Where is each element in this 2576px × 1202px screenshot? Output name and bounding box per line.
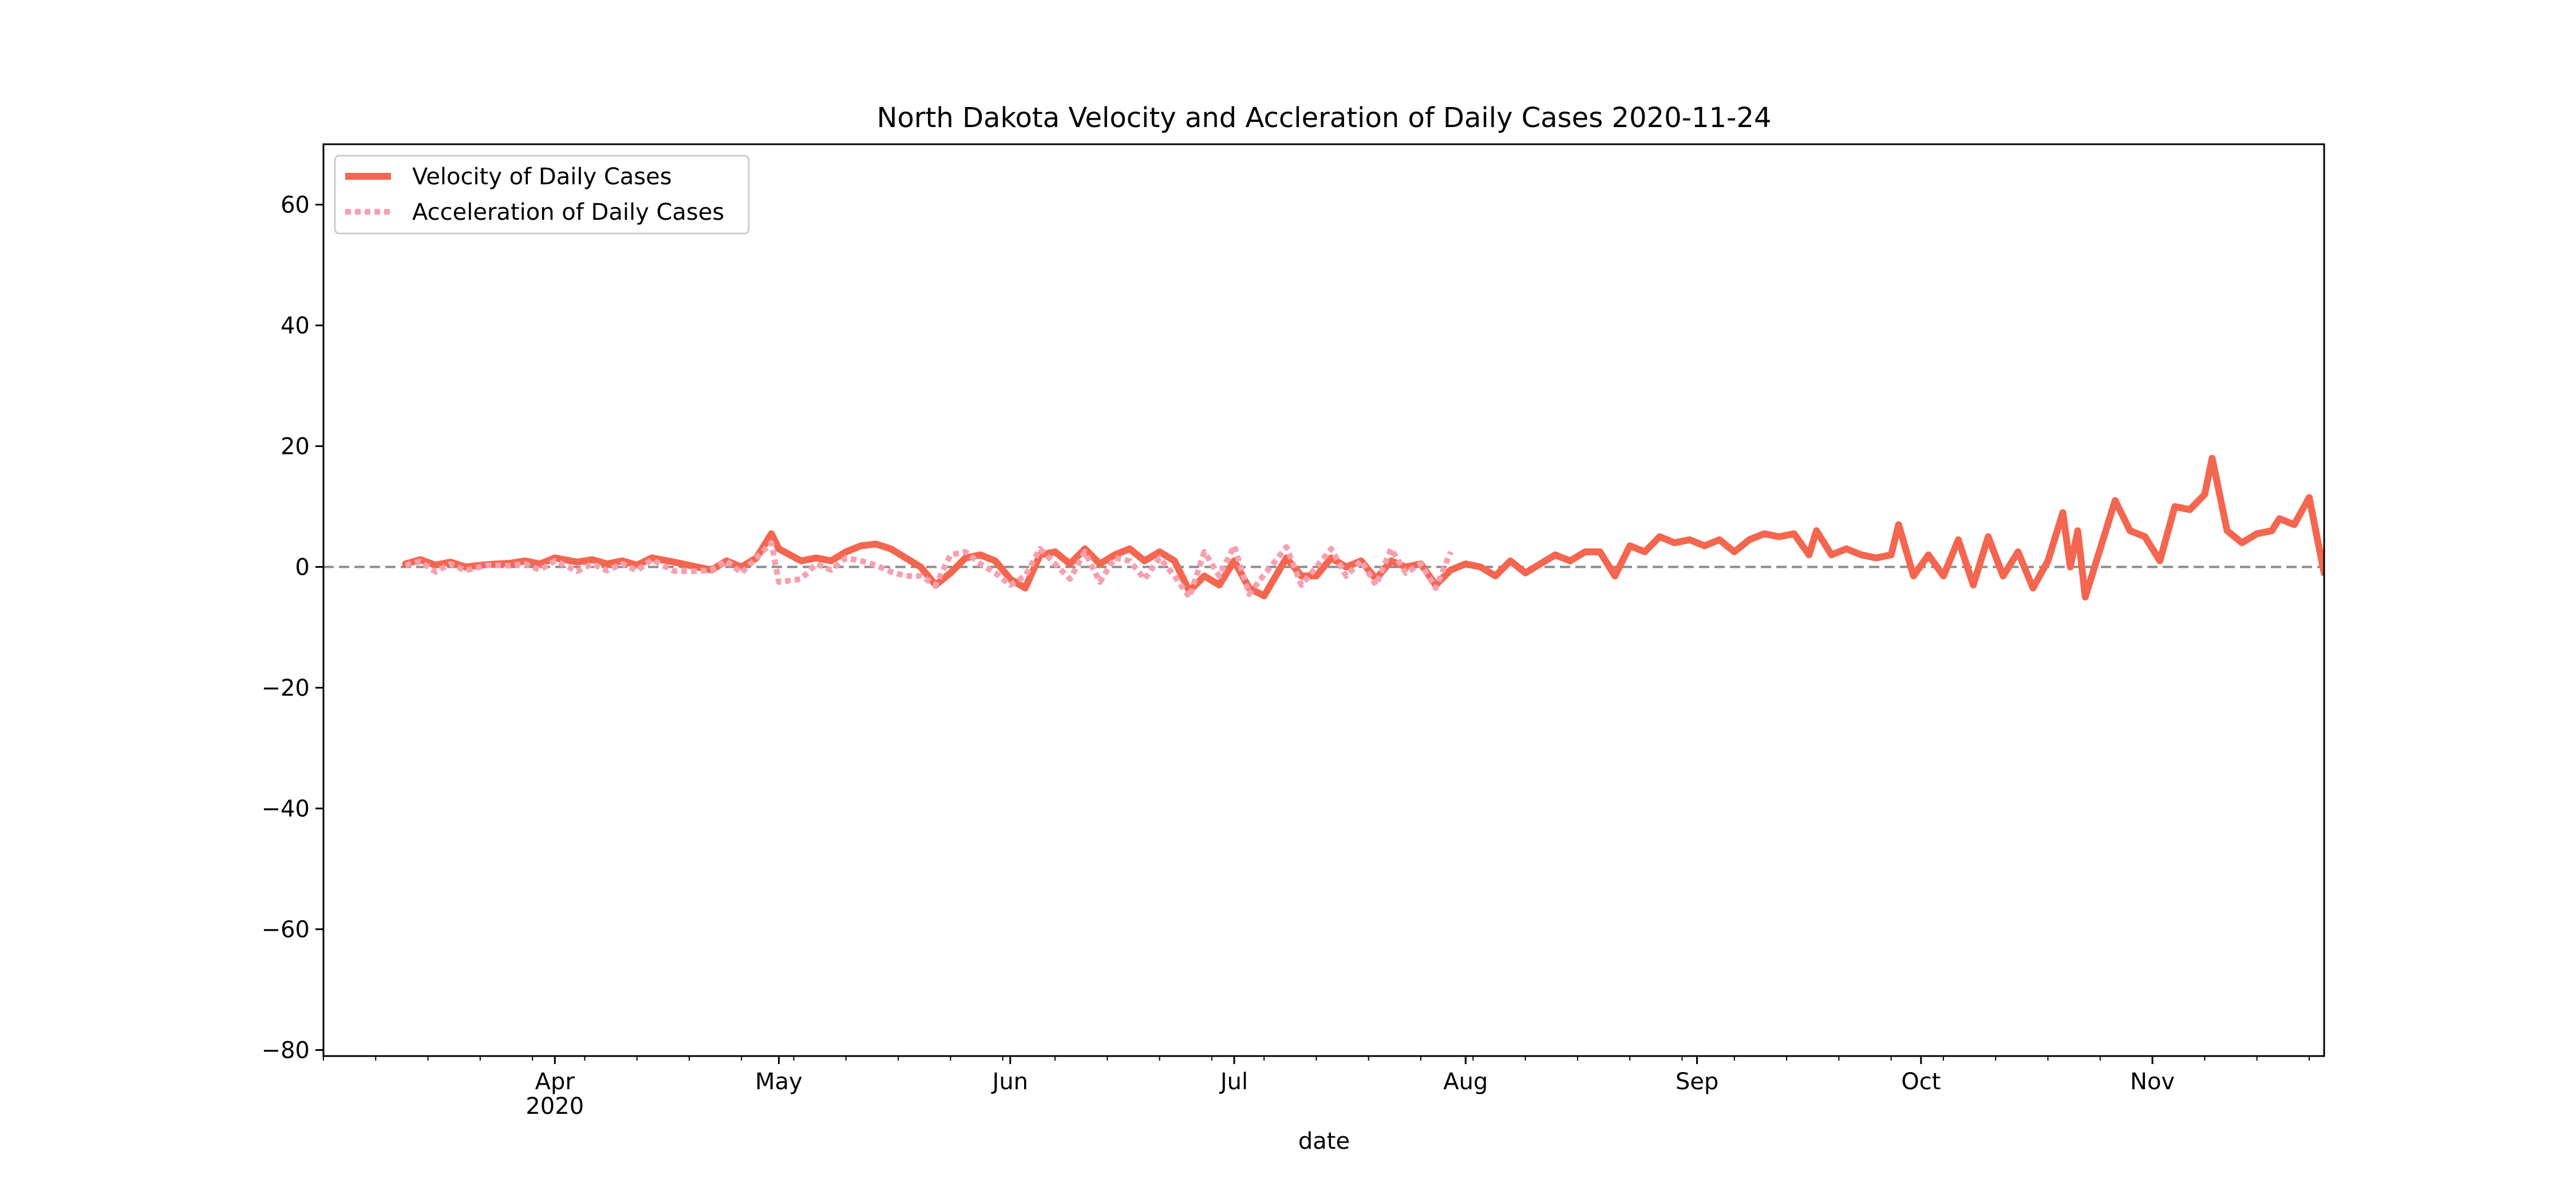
chart-title: North Dakota Velocity and Accleration of… xyxy=(877,102,1772,134)
y-tick-label: 60 xyxy=(280,192,310,218)
series-velocity xyxy=(402,454,2324,601)
legend-label-velocity: Velocity of Daily Cases xyxy=(412,164,672,190)
x-tick-label: Sep xyxy=(1676,1069,1718,1095)
y-tick-label: −20 xyxy=(262,675,310,701)
legend: Velocity of Daily Cases Acceleration of D… xyxy=(334,155,750,235)
acceleration-line xyxy=(405,540,1453,600)
y-tick-label: −60 xyxy=(262,916,310,943)
plot-frame xyxy=(322,143,2325,1057)
series-acceleration xyxy=(405,540,1453,600)
x-tick-label: Oct xyxy=(1901,1069,1941,1095)
x-tick-label: Nov xyxy=(2130,1069,2175,1095)
x-tick-label: Aug xyxy=(1443,1069,1488,1095)
y-tick-label: −40 xyxy=(262,796,310,822)
x-axis-label: date xyxy=(1298,1128,1350,1154)
legend-box xyxy=(334,155,750,235)
y-tick-label: 20 xyxy=(280,433,310,460)
plot-area xyxy=(323,454,2324,601)
velocity-line xyxy=(402,454,2324,601)
y-axis: −80 −60 −40 −20 0 20 40 60 xyxy=(262,192,323,1063)
x-tick-label: Jun xyxy=(991,1069,1029,1095)
legend-label-acceleration: Acceleration of Daily Cases xyxy=(412,199,724,226)
x-tick-label: May xyxy=(755,1069,803,1095)
x-tick-label: Apr xyxy=(535,1069,575,1095)
y-tick-label: 40 xyxy=(280,313,310,339)
x-tick-label: Jul xyxy=(1219,1069,1248,1095)
x-tick-sublabel: 2020 xyxy=(526,1093,584,1120)
y-tick-label: 0 xyxy=(295,554,310,580)
y-tick-label: −80 xyxy=(262,1037,310,1063)
